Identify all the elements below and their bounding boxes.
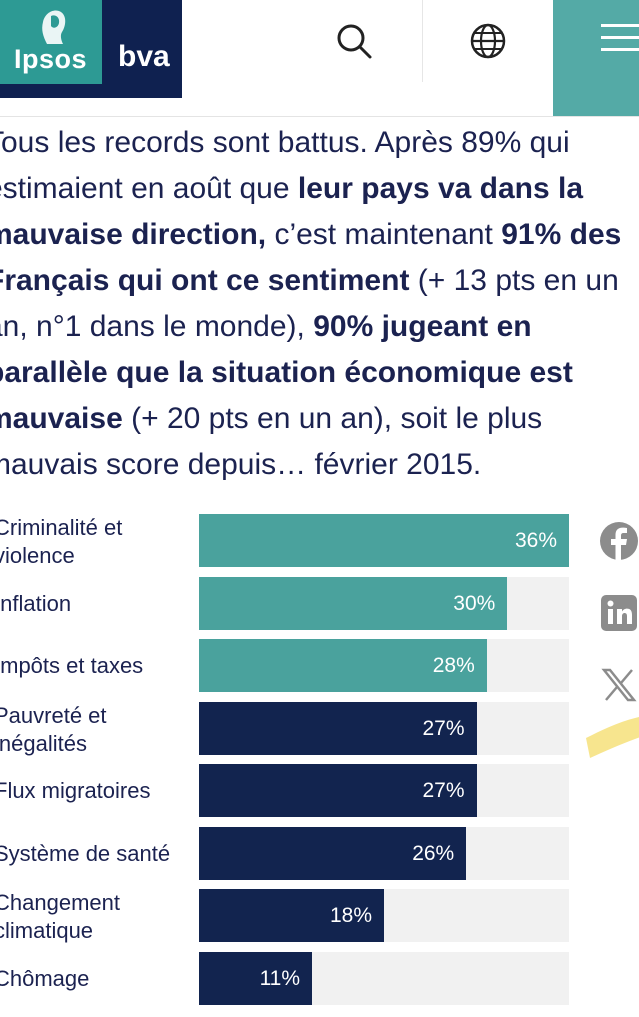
bar: 26% (199, 826, 467, 880)
logo-head-icon (42, 10, 66, 44)
article-bold-text: 91% des Français qui ont ce sentiment (0, 218, 622, 297)
menu-icon-line (601, 36, 639, 39)
chart-row: Système de santé 26% (0, 823, 580, 880)
bar: 30% (199, 576, 508, 630)
article-bold-text: 90% jugeant en parallèle que la situatio… (0, 310, 573, 435)
menu-button[interactable] (553, 0, 639, 116)
chart-row: Changement climatique 18% (0, 885, 580, 943)
chart-row: Criminalité et violence 36% (0, 510, 580, 568)
bar-track: 30% (199, 576, 569, 630)
article-text: Tous les records sont battus. Après 89% … (0, 126, 570, 205)
bar-track: 11% (199, 951, 569, 1005)
linkedin-icon[interactable] (598, 592, 639, 634)
bar-value-label: 27% (422, 716, 465, 740)
bar: 11% (199, 951, 313, 1005)
category-label: Système de santé (0, 840, 171, 866)
bar-track: 26% (199, 826, 569, 880)
facebook-icon[interactable] (598, 520, 639, 562)
bar-track: 36% (199, 514, 569, 567)
bar: 18% (199, 889, 384, 942)
bar-value-label: 26% (412, 841, 455, 865)
bar: 36% (199, 514, 569, 567)
category-label: Changement climatique (0, 890, 120, 943)
highlighter-mark (586, 717, 639, 758)
bar-track: 27% (199, 701, 569, 755)
article-bold-text: leur pays va dans la mauvaise direction, (0, 172, 584, 251)
bar-track: 28% (199, 639, 569, 692)
ipsos-bva-logo[interactable]: Ipsos bva (0, 0, 182, 98)
globe-icon (470, 23, 506, 59)
bar-value-label: 27% (422, 779, 465, 802)
category-label: Impôts et taxes (0, 653, 144, 678)
chart-row: Chômage 11% (0, 948, 580, 1005)
chart-row: Inflation 30% (0, 573, 580, 630)
chart-row: Flux migratoires 27% (0, 760, 580, 817)
x-icon[interactable] (598, 664, 639, 706)
bar-value-label: 36% (514, 529, 557, 552)
logo-ipsos-text: Ipsos (14, 44, 88, 74)
bar: 27% (199, 701, 477, 755)
chart-row: Impôts et taxes 28% (0, 635, 580, 692)
search-icon (337, 24, 372, 59)
bar-value-label: 11% (259, 966, 301, 990)
bar-value-label: 28% (432, 654, 475, 677)
category-label: Inflation (0, 590, 72, 616)
logo-bva-text: bva (118, 40, 170, 73)
bar-chart: Criminalité et violence 36% Inflation 30% Im… (0, 510, 639, 1010)
article-paragraph: Tous les records sont battus. Après 89% … (0, 120, 639, 488)
bar: 27% (199, 764, 477, 817)
category-label: Pauvreté et inégalités (0, 702, 107, 756)
chart-row: Pauvreté et inégalités 27% (0, 698, 580, 756)
language-button[interactable] (460, 0, 516, 82)
search-button[interactable] (326, 0, 382, 82)
bar-value-label: 30% (453, 591, 496, 615)
bar-value-label: 18% (329, 904, 372, 927)
bar-track: 27% (199, 764, 569, 817)
logo-ipsos-block: Ipsos (0, 0, 102, 84)
article-text: (+ 13 pts en un an, n°1 dans le monde), (0, 264, 619, 343)
category-label: Chômage (0, 965, 90, 991)
category-label: Flux migratoires (0, 778, 151, 803)
header-divider (422, 0, 423, 82)
category-label: Criminalité et violence (0, 515, 123, 568)
article-text: (+ 20 pts en un an), soit le plus mauvai… (0, 402, 543, 481)
menu-icon-line (601, 48, 639, 51)
site-header: Ipsos bva (0, 0, 639, 117)
bar-track: 18% (199, 889, 569, 942)
bar: 28% (199, 639, 487, 692)
menu-icon (601, 24, 639, 27)
article-text: c’est maintenant (266, 218, 502, 251)
